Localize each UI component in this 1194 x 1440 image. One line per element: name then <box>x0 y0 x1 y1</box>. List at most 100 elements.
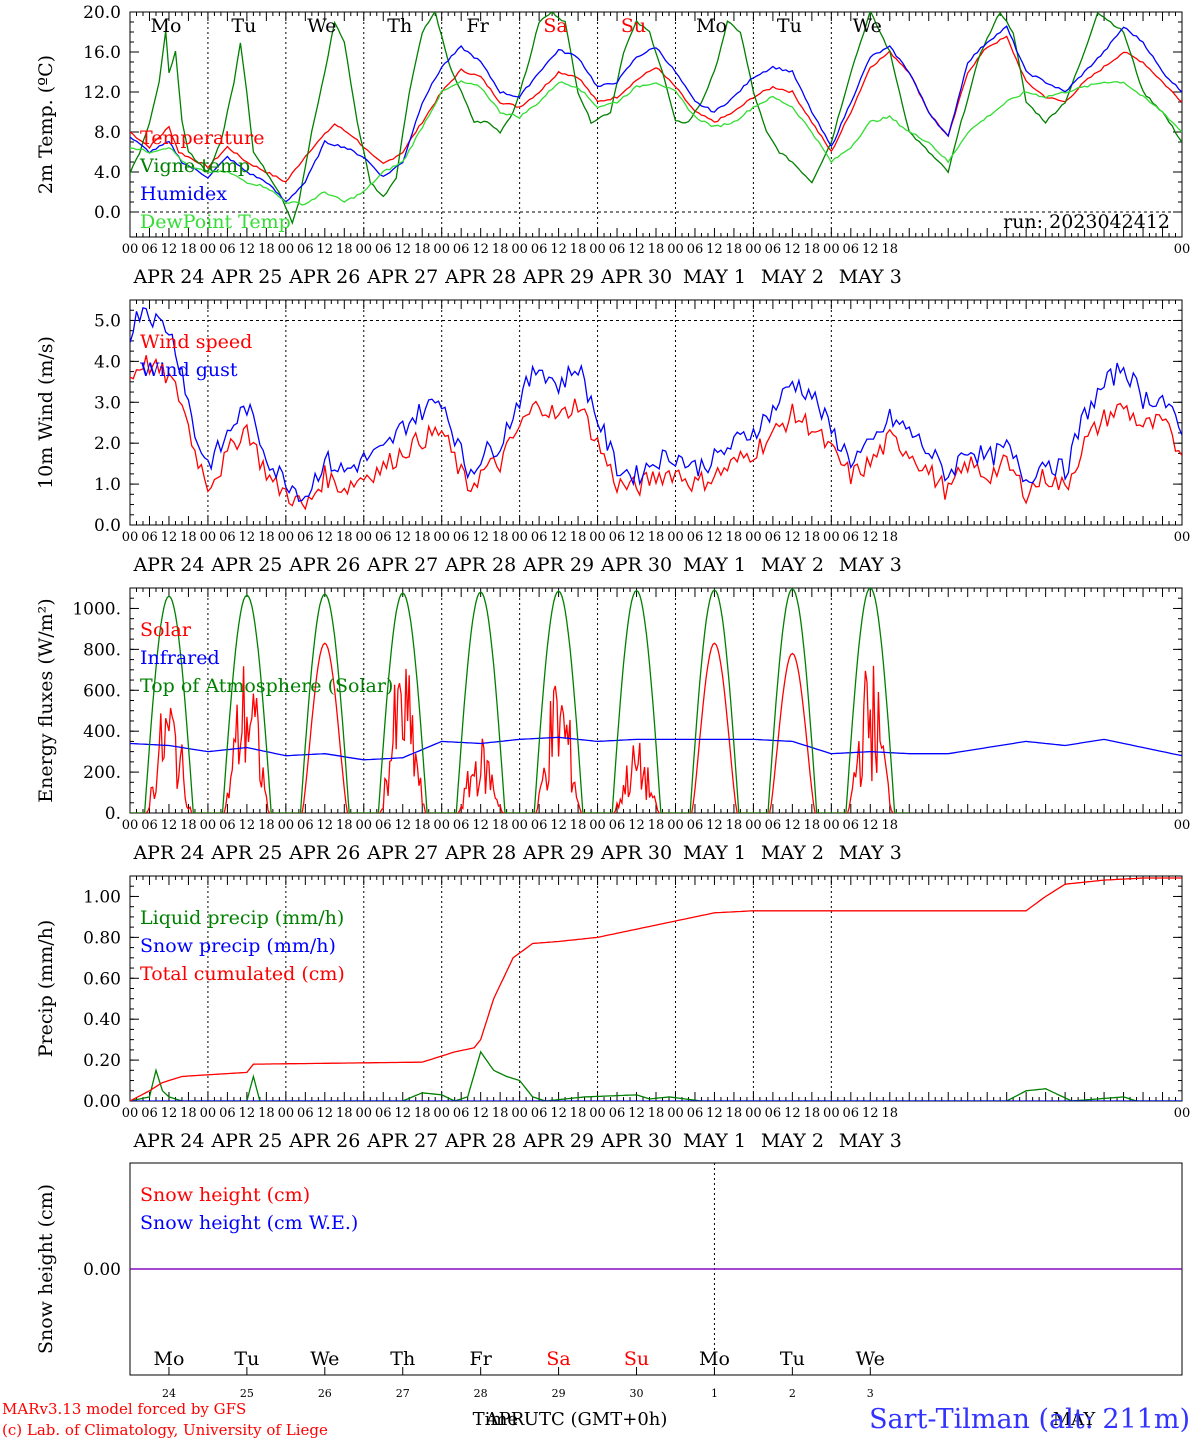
hour-tick-label: 06 <box>141 242 158 257</box>
hour-tick-label: 06 <box>765 1106 782 1121</box>
legend-entry: Wind speed <box>140 331 252 353</box>
hour-tick-label: 00 <box>511 530 528 545</box>
hour-tick-label: 00 <box>667 1106 684 1121</box>
hour-tick-label: 06 <box>687 530 704 545</box>
day-number-label: 25 <box>240 1387 254 1400</box>
hour-tick-label: 18 <box>180 818 197 833</box>
date-label: MAY 3 <box>839 842 902 864</box>
date-label: APR 28 <box>444 554 516 576</box>
time-axis-label: Time UTC (GMT+0h) <box>473 1409 668 1430</box>
hour-tick-label: 06 <box>687 242 704 257</box>
hour-tick-label: 12 <box>784 818 801 833</box>
weekday-label: Sa <box>546 1348 570 1370</box>
hour-tick-label: 18 <box>180 530 197 545</box>
hour-tick-label: 12 <box>550 1106 567 1121</box>
date-label: APR 25 <box>210 1130 282 1152</box>
hour-tick-label: 18 <box>258 818 275 833</box>
hour-tick-label: 18 <box>336 530 353 545</box>
y-tick-label: 0.00 <box>83 1260 121 1280</box>
hour-tick-label: 18 <box>804 242 821 257</box>
hour-tick-label: 06 <box>453 1106 470 1121</box>
hour-tick-label: 00 <box>1174 530 1191 545</box>
day-number-label: 24 <box>162 1387 176 1400</box>
weekday-label: Sa <box>543 15 567 37</box>
hour-tick-label: 18 <box>882 1106 899 1121</box>
hour-tick-label: 00 <box>745 1106 762 1121</box>
series-line-red <box>130 877 1182 1101</box>
hour-tick-label: 12 <box>317 530 334 545</box>
date-label: APR 28 <box>444 1130 516 1152</box>
hour-tick-label: 12 <box>550 530 567 545</box>
hour-tick-label: 12 <box>239 530 256 545</box>
date-label: APR 28 <box>444 842 516 864</box>
hour-tick-label: 00 <box>433 818 450 833</box>
hour-tick-label: 06 <box>609 530 626 545</box>
date-label: APR 30 <box>600 554 672 576</box>
hour-tick-label: 12 <box>472 530 489 545</box>
y-tick-label: 0.0 <box>94 203 121 223</box>
hour-tick-label: 00 <box>745 530 762 545</box>
weekday-label: Tu <box>231 15 256 37</box>
hour-tick-label: 12 <box>472 1106 489 1121</box>
hour-tick-label: 06 <box>843 818 860 833</box>
y-axis-label: Precip (mm/h) <box>35 920 57 1058</box>
y-tick-label: 5.0 <box>94 311 121 331</box>
hour-tick-label: 00 <box>356 1106 373 1121</box>
hour-tick-label: 00 <box>511 242 528 257</box>
day-number-label: 3 <box>867 1387 874 1400</box>
legend-entry: Liquid precip (mm/h) <box>140 907 344 929</box>
y-tick-label: 0. <box>105 804 121 824</box>
legend-entry: Snow precip (mm/h) <box>140 935 336 957</box>
y-tick-label: 200. <box>83 763 121 783</box>
date-label: APR 25 <box>210 266 282 288</box>
hour-tick-label: 12 <box>862 242 879 257</box>
copyright-credit: (c) Lab. of Climatology, University of L… <box>2 1421 328 1439</box>
hour-tick-label: 00 <box>823 530 840 545</box>
date-label: APR 27 <box>366 554 438 576</box>
apr-label: APR <box>485 1409 525 1430</box>
hour-tick-label: 18 <box>648 818 665 833</box>
hour-tick-label: 06 <box>219 530 236 545</box>
series-line-blue <box>130 306 1182 503</box>
legend-entry: Humidex <box>140 183 227 205</box>
y-tick-label: 1.00 <box>83 887 121 907</box>
date-label: APR 26 <box>288 1130 360 1152</box>
day-number-label: 28 <box>474 1387 488 1400</box>
hour-tick-label: 12 <box>550 242 567 257</box>
y-axis-label: Snow height (cm) <box>35 1184 57 1354</box>
hour-tick-label: 18 <box>336 818 353 833</box>
weekday-label: Mo <box>151 15 182 37</box>
hour-tick-label: 06 <box>453 242 470 257</box>
hour-tick-label: 00 <box>1174 1106 1191 1121</box>
date-label: MAY 3 <box>839 554 902 576</box>
weekday-label: Fr <box>470 1348 493 1370</box>
hour-tick-label: 00 <box>511 818 528 833</box>
date-label: APR 24 <box>132 1130 204 1152</box>
y-tick-label: 16.0 <box>83 43 121 63</box>
weekday-label: We <box>853 15 882 37</box>
hour-tick-label: 00 <box>356 818 373 833</box>
day-number-label: 30 <box>630 1387 644 1400</box>
hour-tick-label: 00 <box>433 242 450 257</box>
y-tick-label: 0.60 <box>83 969 121 989</box>
hour-tick-label: 00 <box>511 1106 528 1121</box>
hour-tick-label: 00 <box>122 242 139 257</box>
hour-tick-label: 12 <box>161 242 178 257</box>
date-label: APR 24 <box>132 842 204 864</box>
hour-tick-label: 12 <box>706 530 723 545</box>
hour-tick-label: 18 <box>492 530 509 545</box>
hour-tick-label: 18 <box>336 242 353 257</box>
hour-tick-label: 18 <box>726 242 743 257</box>
hour-tick-label: 18 <box>570 242 587 257</box>
hour-tick-label: 18 <box>648 1106 665 1121</box>
hour-tick-label: 06 <box>375 818 392 833</box>
hour-tick-label: 18 <box>648 530 665 545</box>
hour-tick-label: 12 <box>317 1106 334 1121</box>
hour-tick-label: 06 <box>219 818 236 833</box>
legend-entry: Wind gust <box>140 359 238 381</box>
date-label: APR 29 <box>522 1130 594 1152</box>
hour-tick-label: 00 <box>589 818 606 833</box>
y-axis-label: 10m Wind (m/s) <box>35 336 57 489</box>
weekday-label: Mo <box>154 1348 185 1370</box>
hour-tick-label: 06 <box>219 242 236 257</box>
